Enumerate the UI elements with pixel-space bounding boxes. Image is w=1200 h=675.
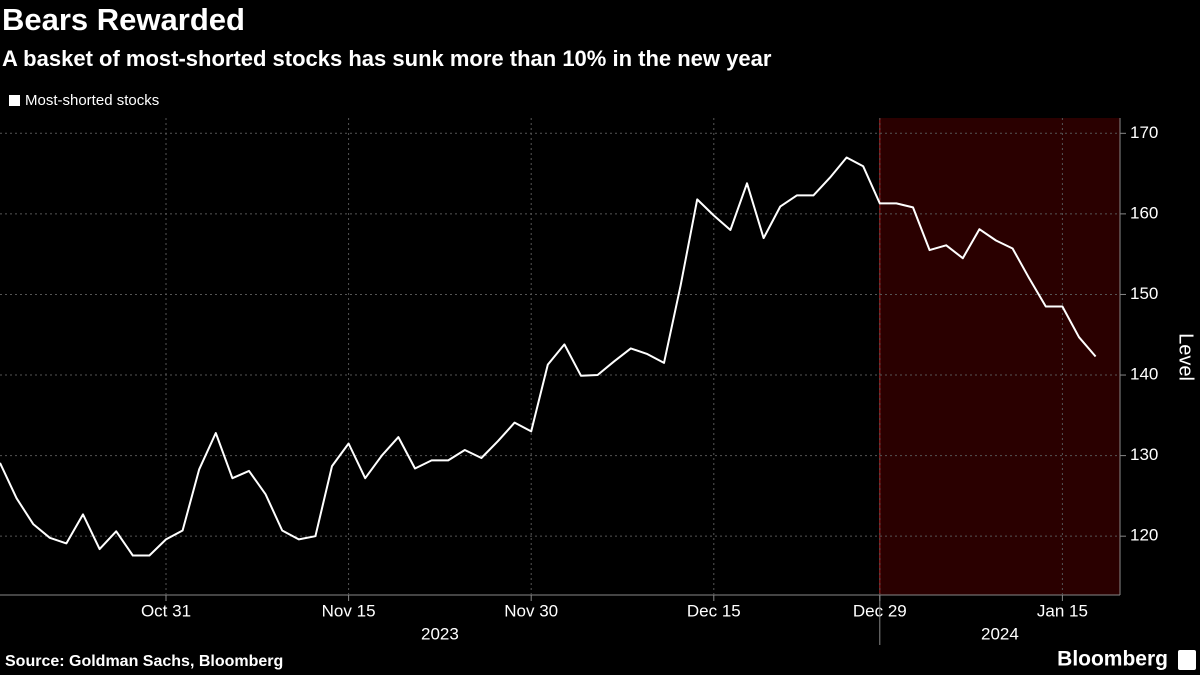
legend-swatch xyxy=(9,95,20,106)
chart-title: Bears Rewarded xyxy=(2,2,245,37)
y-tick-label: 120 xyxy=(1130,526,1158,545)
line-series xyxy=(0,156,1097,557)
year-label: 2023 xyxy=(421,624,459,643)
y-tick-label: 170 xyxy=(1130,123,1158,142)
highlight-region xyxy=(879,118,1120,595)
y-tick-label: 140 xyxy=(1130,365,1158,384)
x-tick-label: Jan 15 xyxy=(1037,601,1088,620)
chart-subtitle: A basket of most-shorted stocks has sunk… xyxy=(2,46,772,71)
brand-icon xyxy=(1178,650,1196,670)
y-tick-label: 160 xyxy=(1130,203,1158,222)
year-label: 2024 xyxy=(981,624,1019,643)
brand: Bloomberg xyxy=(1057,648,1168,671)
x-tick-label: Nov 30 xyxy=(504,601,558,620)
x-tick-label: Oct 31 xyxy=(141,601,191,620)
x-tick-label: Nov 15 xyxy=(322,601,376,620)
legend-label: Most-shorted stocks xyxy=(25,92,159,109)
source: Source: Goldman Sachs, Bloomberg xyxy=(5,653,283,670)
y-tick-label: 150 xyxy=(1130,284,1158,303)
y-tick-label: 130 xyxy=(1130,445,1158,464)
y-axis-title: Level xyxy=(1175,333,1197,381)
x-tick-label: Dec 15 xyxy=(687,601,741,620)
